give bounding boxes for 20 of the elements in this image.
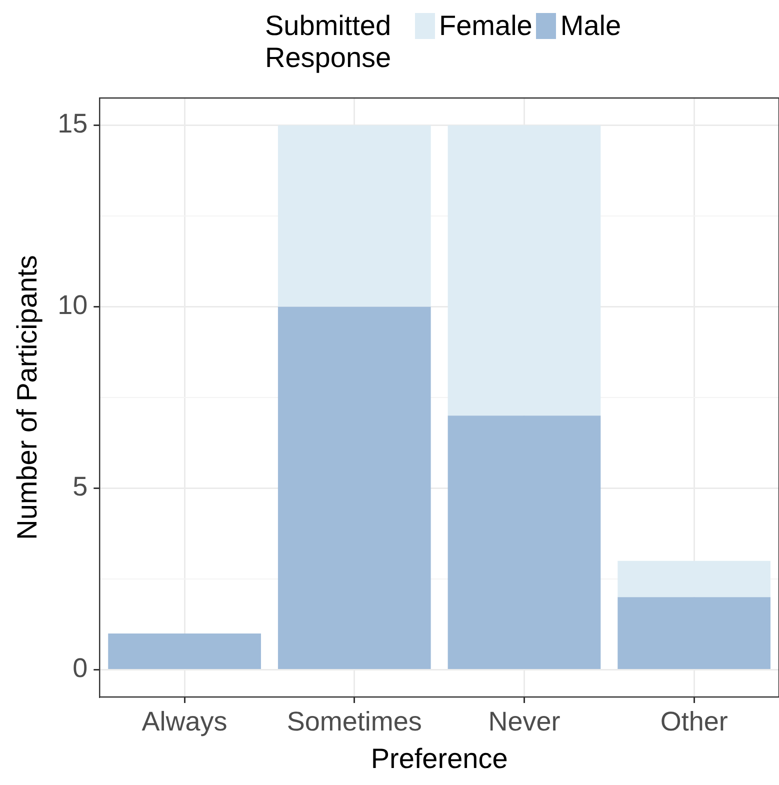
bar: [278, 125, 431, 307]
legend-title: Submitted Response: [265, 10, 392, 74]
legend-label: Female: [439, 10, 532, 42]
x-tick-label: Sometimes: [286, 706, 422, 737]
bar: [108, 633, 261, 670]
legend-label: Male: [560, 10, 622, 42]
y-tick-label: 0: [72, 653, 88, 684]
y-tick-label: 15: [58, 108, 88, 139]
y-axis-title: Number of Participants: [12, 255, 43, 540]
x-tick-label: Always: [142, 706, 228, 737]
bar: [448, 416, 601, 670]
x-tick-label: Other: [660, 706, 728, 737]
bar: [278, 306, 431, 670]
bar: [618, 560, 771, 598]
x-tick-label: Never: [488, 706, 560, 737]
x-axis-title: Preference: [370, 742, 508, 774]
y-tick-label: 5: [72, 472, 88, 502]
bar: [618, 597, 771, 670]
y-tick-label: 10: [58, 290, 88, 320]
bar: [448, 125, 601, 416]
